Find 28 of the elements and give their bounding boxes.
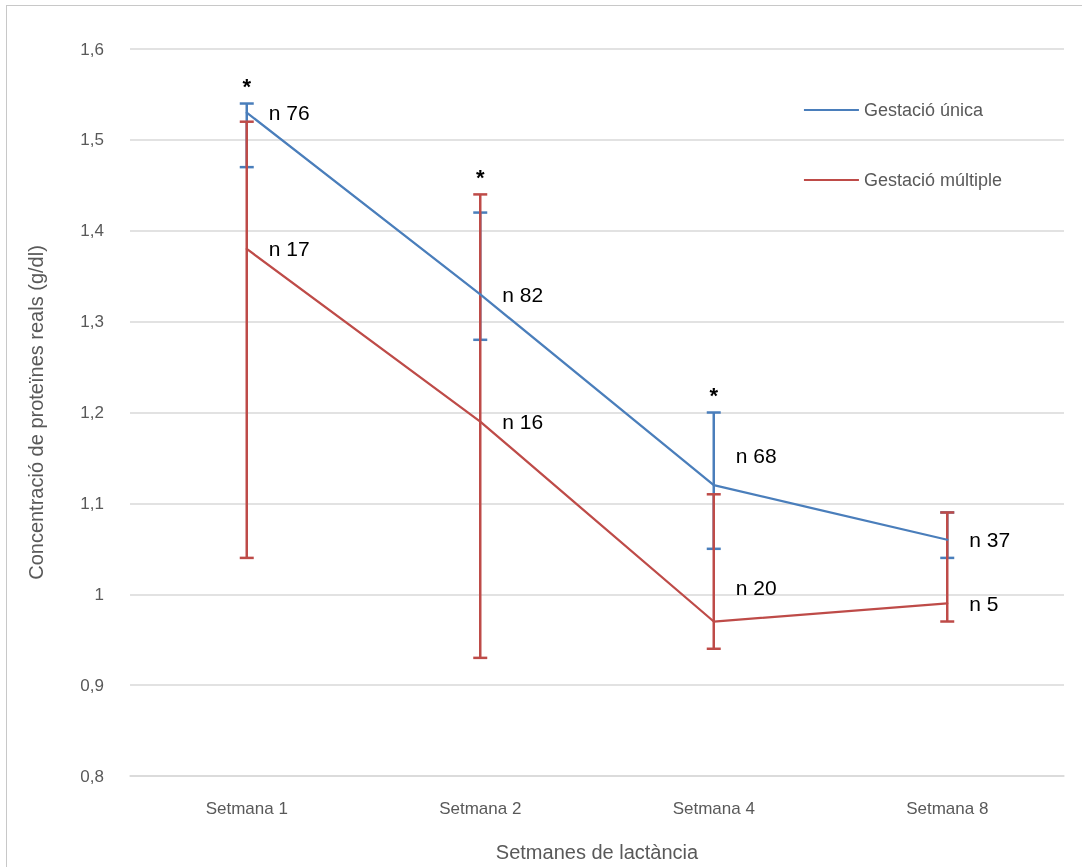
legend-label: Gestació única xyxy=(863,100,984,120)
y-tick-label: 1,5 xyxy=(80,130,104,150)
annotation: n 37 xyxy=(969,528,1011,552)
annotation: * xyxy=(709,383,719,408)
x-axis-title: Setmanes de lactància xyxy=(495,841,700,863)
annotation: n 20 xyxy=(735,576,777,600)
y-tick-label: 0,8 xyxy=(80,766,104,786)
annotation: n 76 xyxy=(268,101,310,125)
annotation: n 16 xyxy=(502,410,544,434)
x-tick-label: Setmana 8 xyxy=(906,799,989,818)
x-tick-label: Setmana 4 xyxy=(672,799,755,818)
y-tick-label: 1,4 xyxy=(80,221,104,241)
annotation: n 82 xyxy=(502,282,544,306)
x-tick-label: Setmana 1 xyxy=(205,799,288,818)
y-tick-label: 1,6 xyxy=(80,39,104,59)
annotation: * xyxy=(242,74,252,100)
annotation: n 5 xyxy=(969,591,999,615)
y-tick-label: 1,3 xyxy=(80,312,104,332)
y-axis-title: Concentració de proteïnes reals (g/dl) xyxy=(25,245,47,580)
y-tick-label: 1 xyxy=(94,584,104,604)
y-tick-label: 0,9 xyxy=(80,675,104,695)
y-tick-label: 1,2 xyxy=(80,403,104,422)
annotation: * xyxy=(475,164,485,190)
x-tick-label: Setmana 2 xyxy=(439,799,522,818)
legend-label: Gestació múltiple xyxy=(863,170,1002,190)
y-tick-label: 1,1 xyxy=(80,493,104,513)
annotation: n 68 xyxy=(735,443,777,467)
annotation: n 17 xyxy=(268,237,310,261)
